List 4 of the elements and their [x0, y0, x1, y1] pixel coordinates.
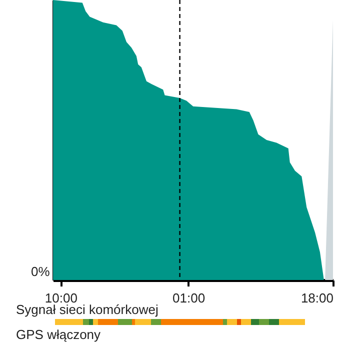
text: GPS włączony	[16, 327, 101, 342]
text: 0%	[31, 264, 50, 279]
x-tick-label: 18:00	[300, 290, 334, 306]
x-tick-label: 01:00	[172, 290, 206, 306]
